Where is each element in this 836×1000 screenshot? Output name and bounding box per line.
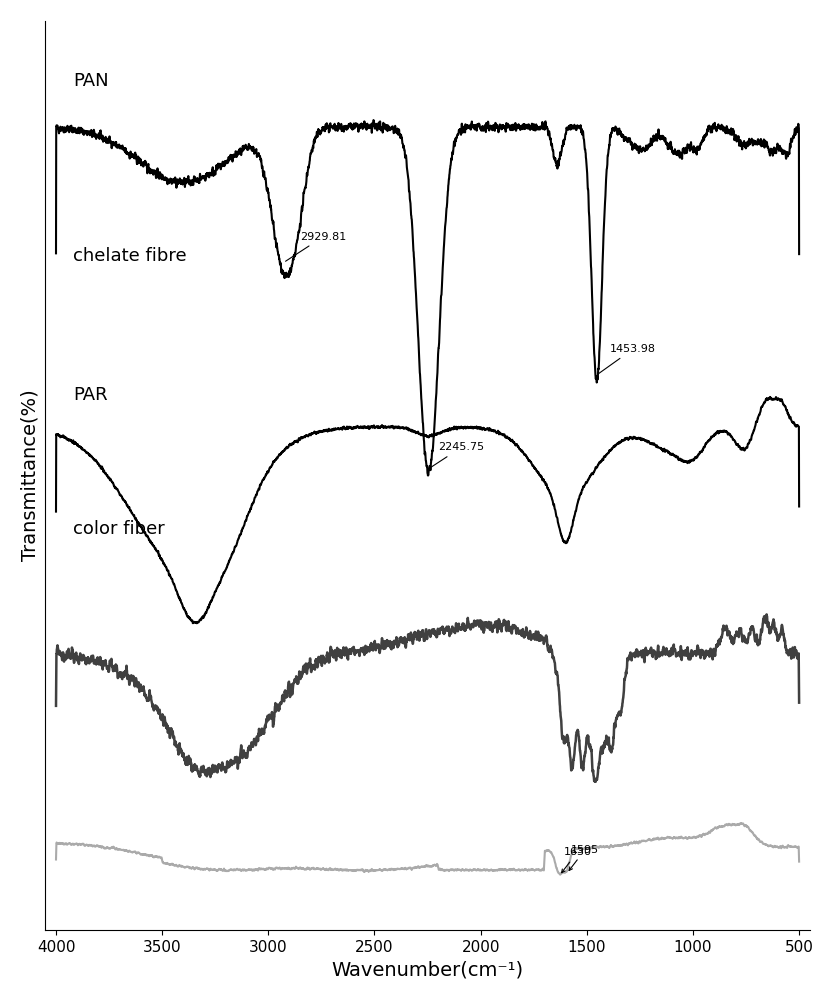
Text: 1630: 1630 xyxy=(562,847,591,873)
Text: color fiber: color fiber xyxy=(73,520,165,538)
Y-axis label: Transmittance(%): Transmittance(%) xyxy=(21,389,40,561)
Text: PAR: PAR xyxy=(73,386,108,404)
X-axis label: Wavenumber(cm⁻¹): Wavenumber(cm⁻¹) xyxy=(332,960,523,979)
Text: 2245.75: 2245.75 xyxy=(431,442,484,467)
Text: 2929.81: 2929.81 xyxy=(286,232,346,261)
Text: 1595: 1595 xyxy=(569,845,599,870)
Text: PAN: PAN xyxy=(73,72,109,90)
Text: 1453.98: 1453.98 xyxy=(599,344,656,373)
Text: chelate fibre: chelate fibre xyxy=(73,247,186,265)
